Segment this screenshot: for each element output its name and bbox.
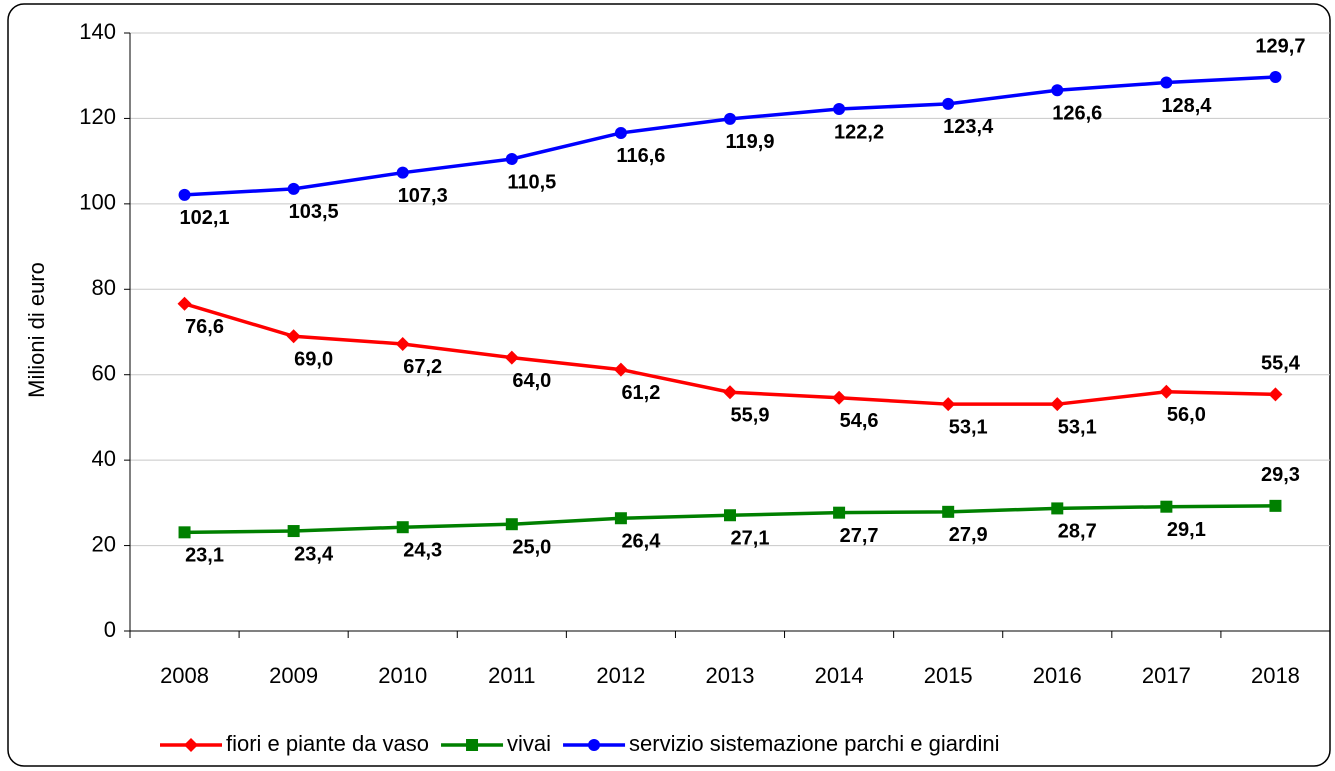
- marker: [833, 506, 846, 519]
- data-label: 76,6: [185, 316, 224, 338]
- y-axis-title: Milioni di euro: [24, 262, 49, 398]
- data-label: 29,1: [1167, 519, 1206, 541]
- marker: [1160, 76, 1173, 89]
- marker: [395, 336, 410, 351]
- data-label: 128,4: [1161, 95, 1212, 117]
- data-label: 53,1: [949, 416, 988, 438]
- marker: [942, 97, 955, 110]
- data-label: 27,1: [731, 528, 770, 550]
- data-label: 56,0: [1167, 404, 1206, 426]
- x-tick-label: 2011: [488, 663, 535, 688]
- data-label: 54,6: [840, 410, 879, 432]
- marker: [396, 521, 409, 534]
- marker: [1268, 387, 1283, 402]
- marker: [1269, 70, 1282, 83]
- x-tick-label: 2016: [1033, 663, 1082, 688]
- data-label: 64,0: [512, 370, 551, 392]
- data-label: 55,9: [731, 405, 770, 427]
- data-label: 67,2: [403, 356, 442, 378]
- legend-label: fiori e piante da vaso: [226, 731, 429, 756]
- data-label: 26,4: [621, 531, 661, 553]
- data-label: 27,7: [840, 525, 879, 547]
- y-tick-label: 140: [79, 19, 116, 44]
- y-tick-label: 0: [104, 617, 116, 642]
- marker: [1051, 502, 1064, 515]
- chart-frame: [7, 3, 1331, 767]
- data-label: 110,5: [507, 171, 556, 193]
- data-label: 55,4: [1261, 353, 1301, 375]
- marker: [1050, 397, 1065, 412]
- x-tick-label: 2017: [1142, 663, 1191, 688]
- x-tick-label: 2013: [706, 663, 755, 688]
- data-label: 25,0: [512, 536, 551, 558]
- data-label: 126,6: [1052, 103, 1102, 125]
- marker: [724, 112, 736, 125]
- marker: [1051, 84, 1064, 97]
- marker: [941, 397, 956, 412]
- legend-label: servizio sistemazione parchi e giardini: [629, 731, 1000, 756]
- marker: [614, 512, 627, 525]
- marker: [178, 526, 191, 539]
- x-tick-label: 2009: [269, 663, 318, 688]
- marker: [723, 385, 737, 400]
- x-tick-label: 2012: [596, 663, 645, 688]
- marker: [1269, 499, 1282, 512]
- marker: [588, 739, 601, 751]
- data-label: 61,2: [621, 382, 660, 404]
- marker: [942, 505, 955, 518]
- marker: [613, 362, 628, 377]
- marker: [505, 518, 518, 531]
- marker: [833, 103, 846, 116]
- data-label: 23,1: [185, 545, 224, 567]
- x-tick-label: 2015: [924, 663, 973, 688]
- marker: [505, 153, 518, 166]
- data-label: 24,3: [403, 539, 442, 561]
- y-tick-label: 80: [92, 275, 116, 300]
- y-tick-label: 20: [92, 531, 116, 556]
- data-label: 129,7: [1255, 35, 1305, 57]
- y-tick-label: 40: [92, 446, 116, 471]
- marker: [184, 738, 198, 752]
- data-label: 123,4: [943, 116, 994, 138]
- y-tick-label: 100: [79, 190, 116, 215]
- x-tick-label: 2010: [378, 663, 427, 688]
- y-tick-label: 120: [79, 104, 116, 129]
- data-label: 69,0: [294, 349, 333, 371]
- marker: [466, 739, 479, 751]
- marker: [724, 509, 736, 522]
- data-label: 119,9: [726, 131, 775, 153]
- marker: [286, 329, 301, 344]
- data-label: 122,2: [834, 121, 884, 143]
- marker: [614, 126, 627, 139]
- marker: [1160, 500, 1173, 513]
- data-label: 23,4: [294, 543, 334, 565]
- data-label: 28,7: [1058, 521, 1097, 543]
- marker: [1159, 384, 1174, 399]
- marker: [287, 182, 300, 195]
- data-label: 116,6: [616, 145, 665, 167]
- data-label: 102,1: [180, 207, 230, 229]
- data-label: 53,1: [1058, 416, 1097, 438]
- legend-label: vivai: [507, 731, 551, 756]
- x-tick-label: 2008: [160, 663, 209, 688]
- data-label: 107,3: [398, 185, 448, 207]
- marker: [178, 188, 191, 201]
- marker: [832, 390, 847, 405]
- marker: [504, 350, 519, 365]
- x-tick-label: 2018: [1251, 663, 1300, 688]
- data-label: 29,3: [1261, 464, 1300, 486]
- data-label: 27,9: [949, 524, 988, 546]
- x-tick-label: 2014: [815, 663, 864, 688]
- marker: [177, 296, 192, 311]
- marker: [287, 525, 300, 538]
- data-label: 103,5: [289, 201, 339, 223]
- y-tick-label: 60: [92, 361, 116, 386]
- marker: [396, 166, 409, 179]
